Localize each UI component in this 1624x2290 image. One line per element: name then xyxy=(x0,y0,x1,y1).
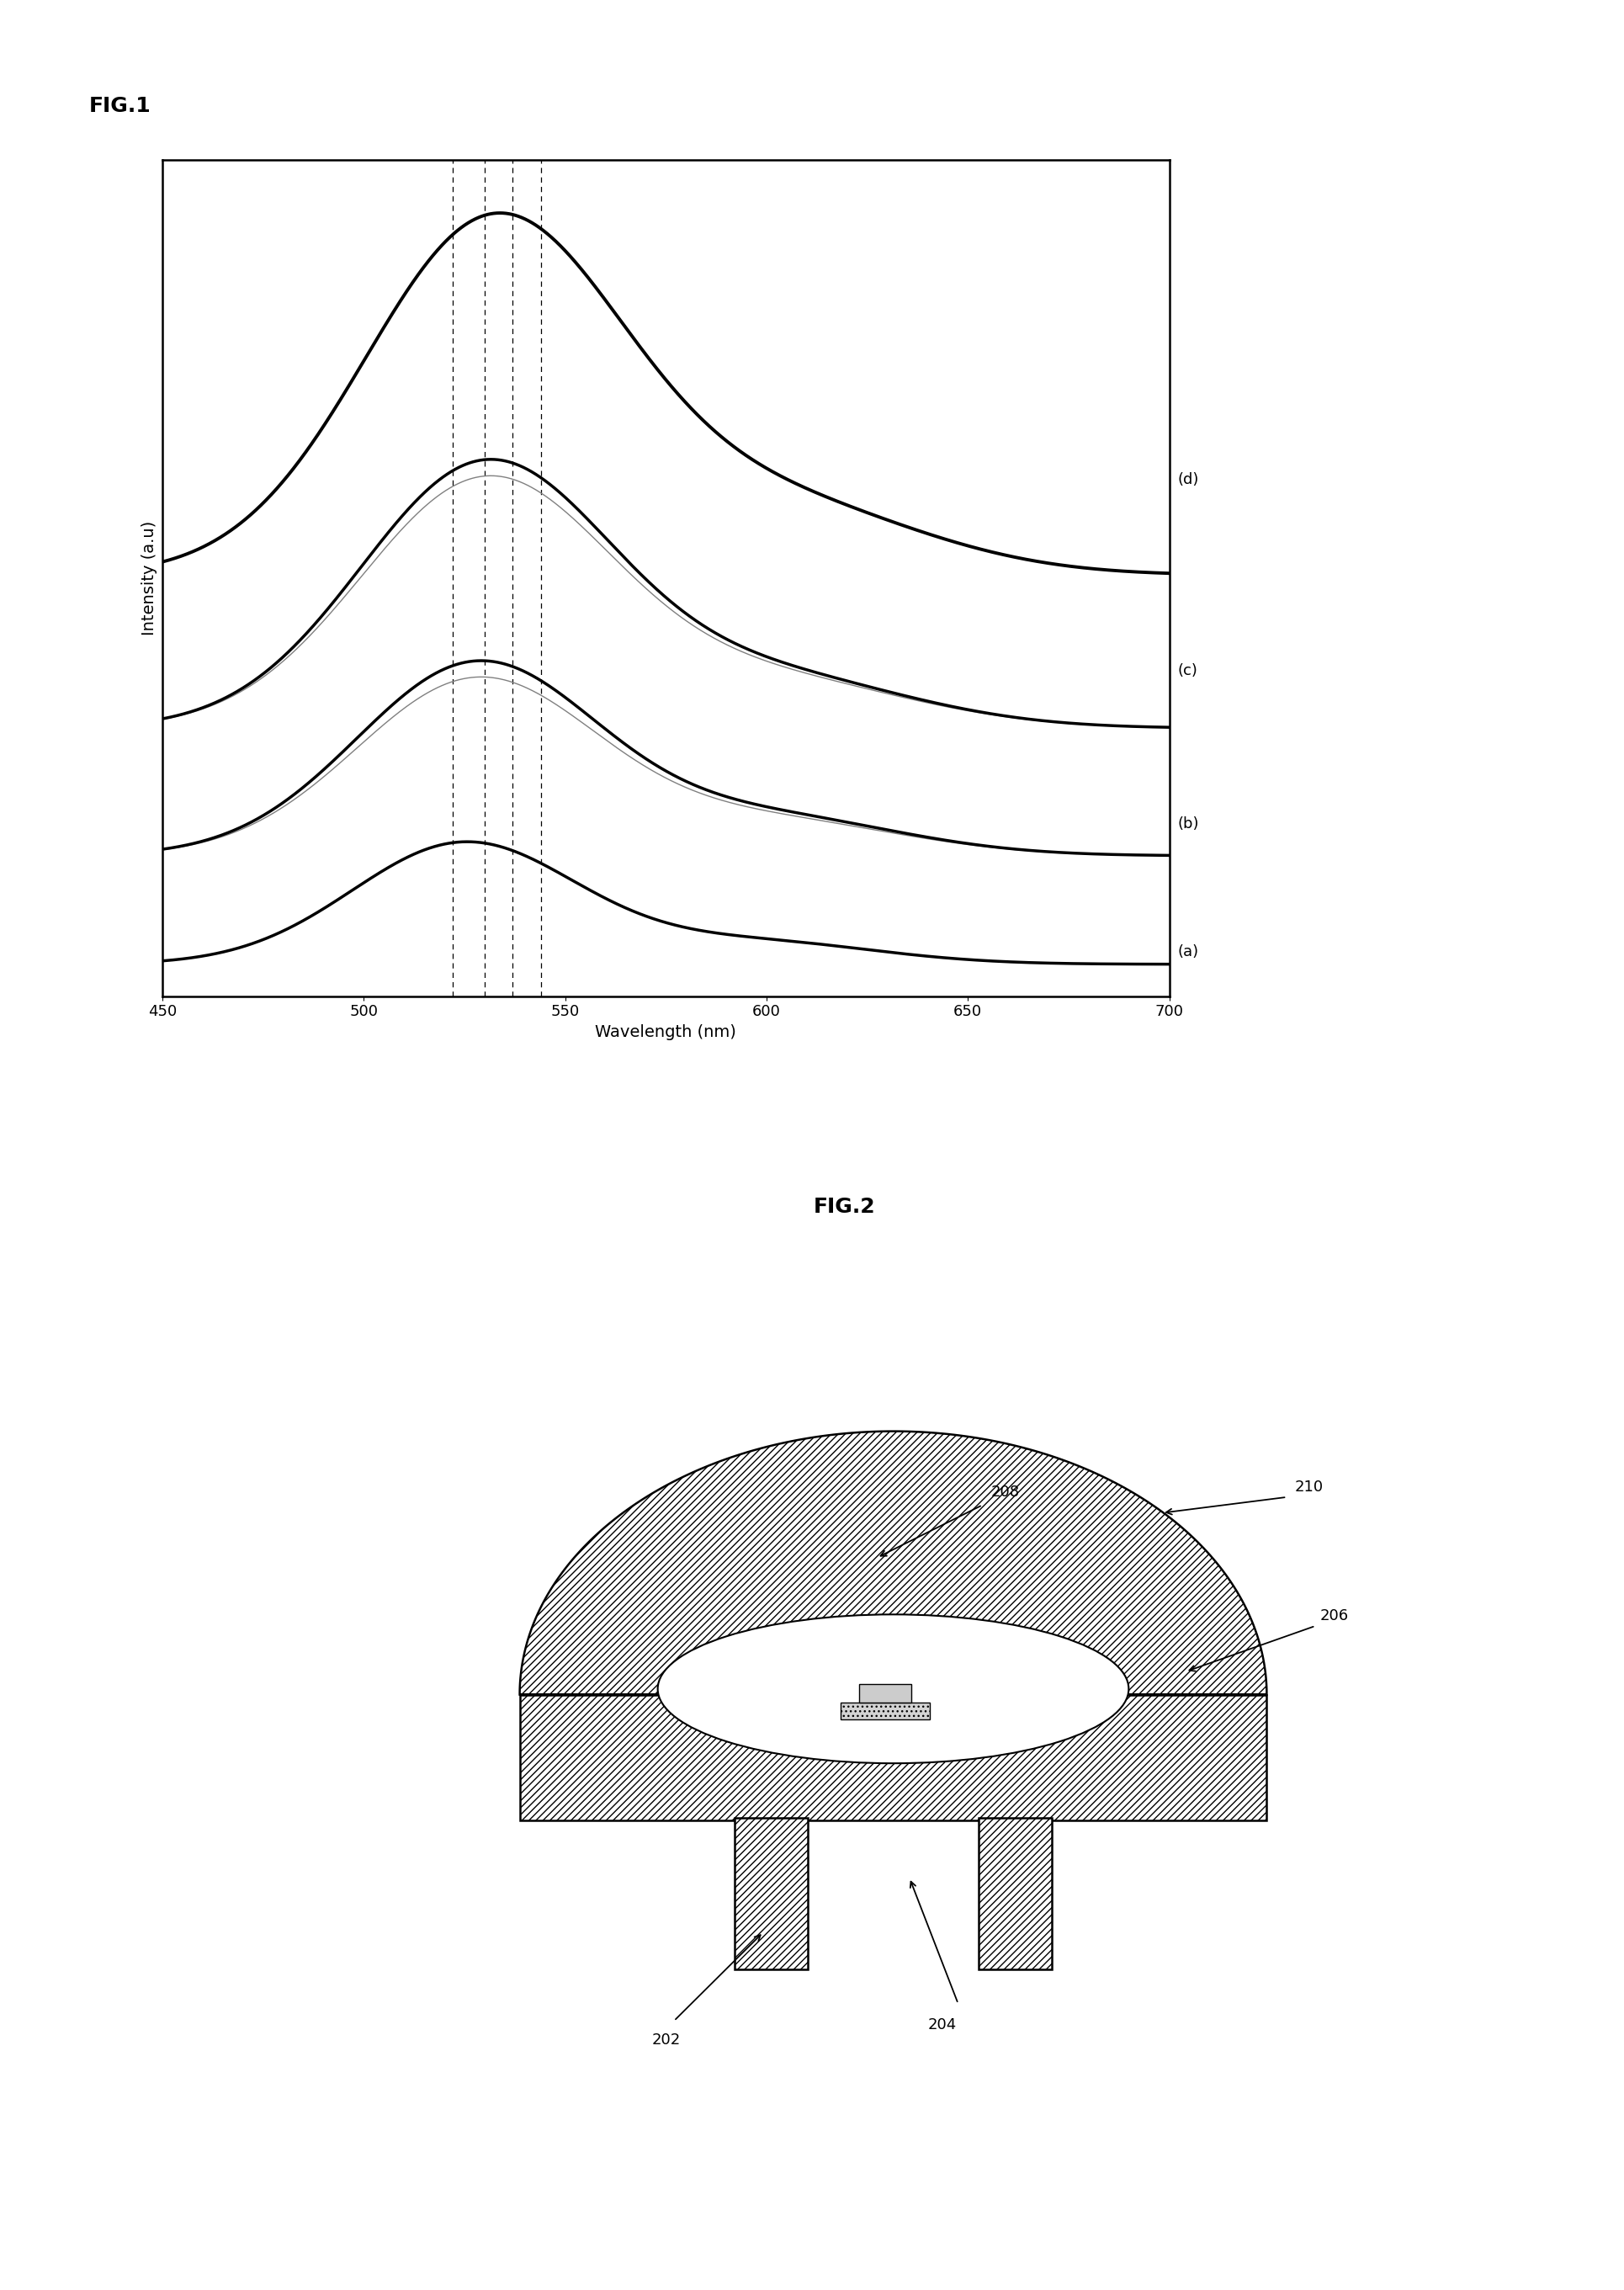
Polygon shape xyxy=(859,1685,911,1704)
Text: 208: 208 xyxy=(991,1484,1020,1500)
Polygon shape xyxy=(520,1695,1267,1821)
Text: (b): (b) xyxy=(1177,815,1199,831)
Text: 206: 206 xyxy=(1320,1608,1350,1624)
Polygon shape xyxy=(734,1818,807,1969)
Polygon shape xyxy=(841,1704,931,1720)
Text: FIG.1: FIG.1 xyxy=(89,96,151,117)
Text: (a): (a) xyxy=(1177,943,1199,960)
Polygon shape xyxy=(520,1431,1267,1695)
Polygon shape xyxy=(978,1818,1052,1969)
Y-axis label: Intensity (a.u): Intensity (a.u) xyxy=(141,520,158,637)
Text: FIG.2: FIG.2 xyxy=(814,1195,875,1216)
Text: 202: 202 xyxy=(651,2034,680,2047)
Text: 204: 204 xyxy=(927,2017,957,2034)
Text: (d): (d) xyxy=(1177,472,1199,488)
X-axis label: Wavelength (nm): Wavelength (nm) xyxy=(596,1024,736,1040)
Text: 210: 210 xyxy=(1294,1479,1324,1495)
Ellipse shape xyxy=(658,1614,1129,1763)
Text: (c): (c) xyxy=(1177,664,1197,678)
